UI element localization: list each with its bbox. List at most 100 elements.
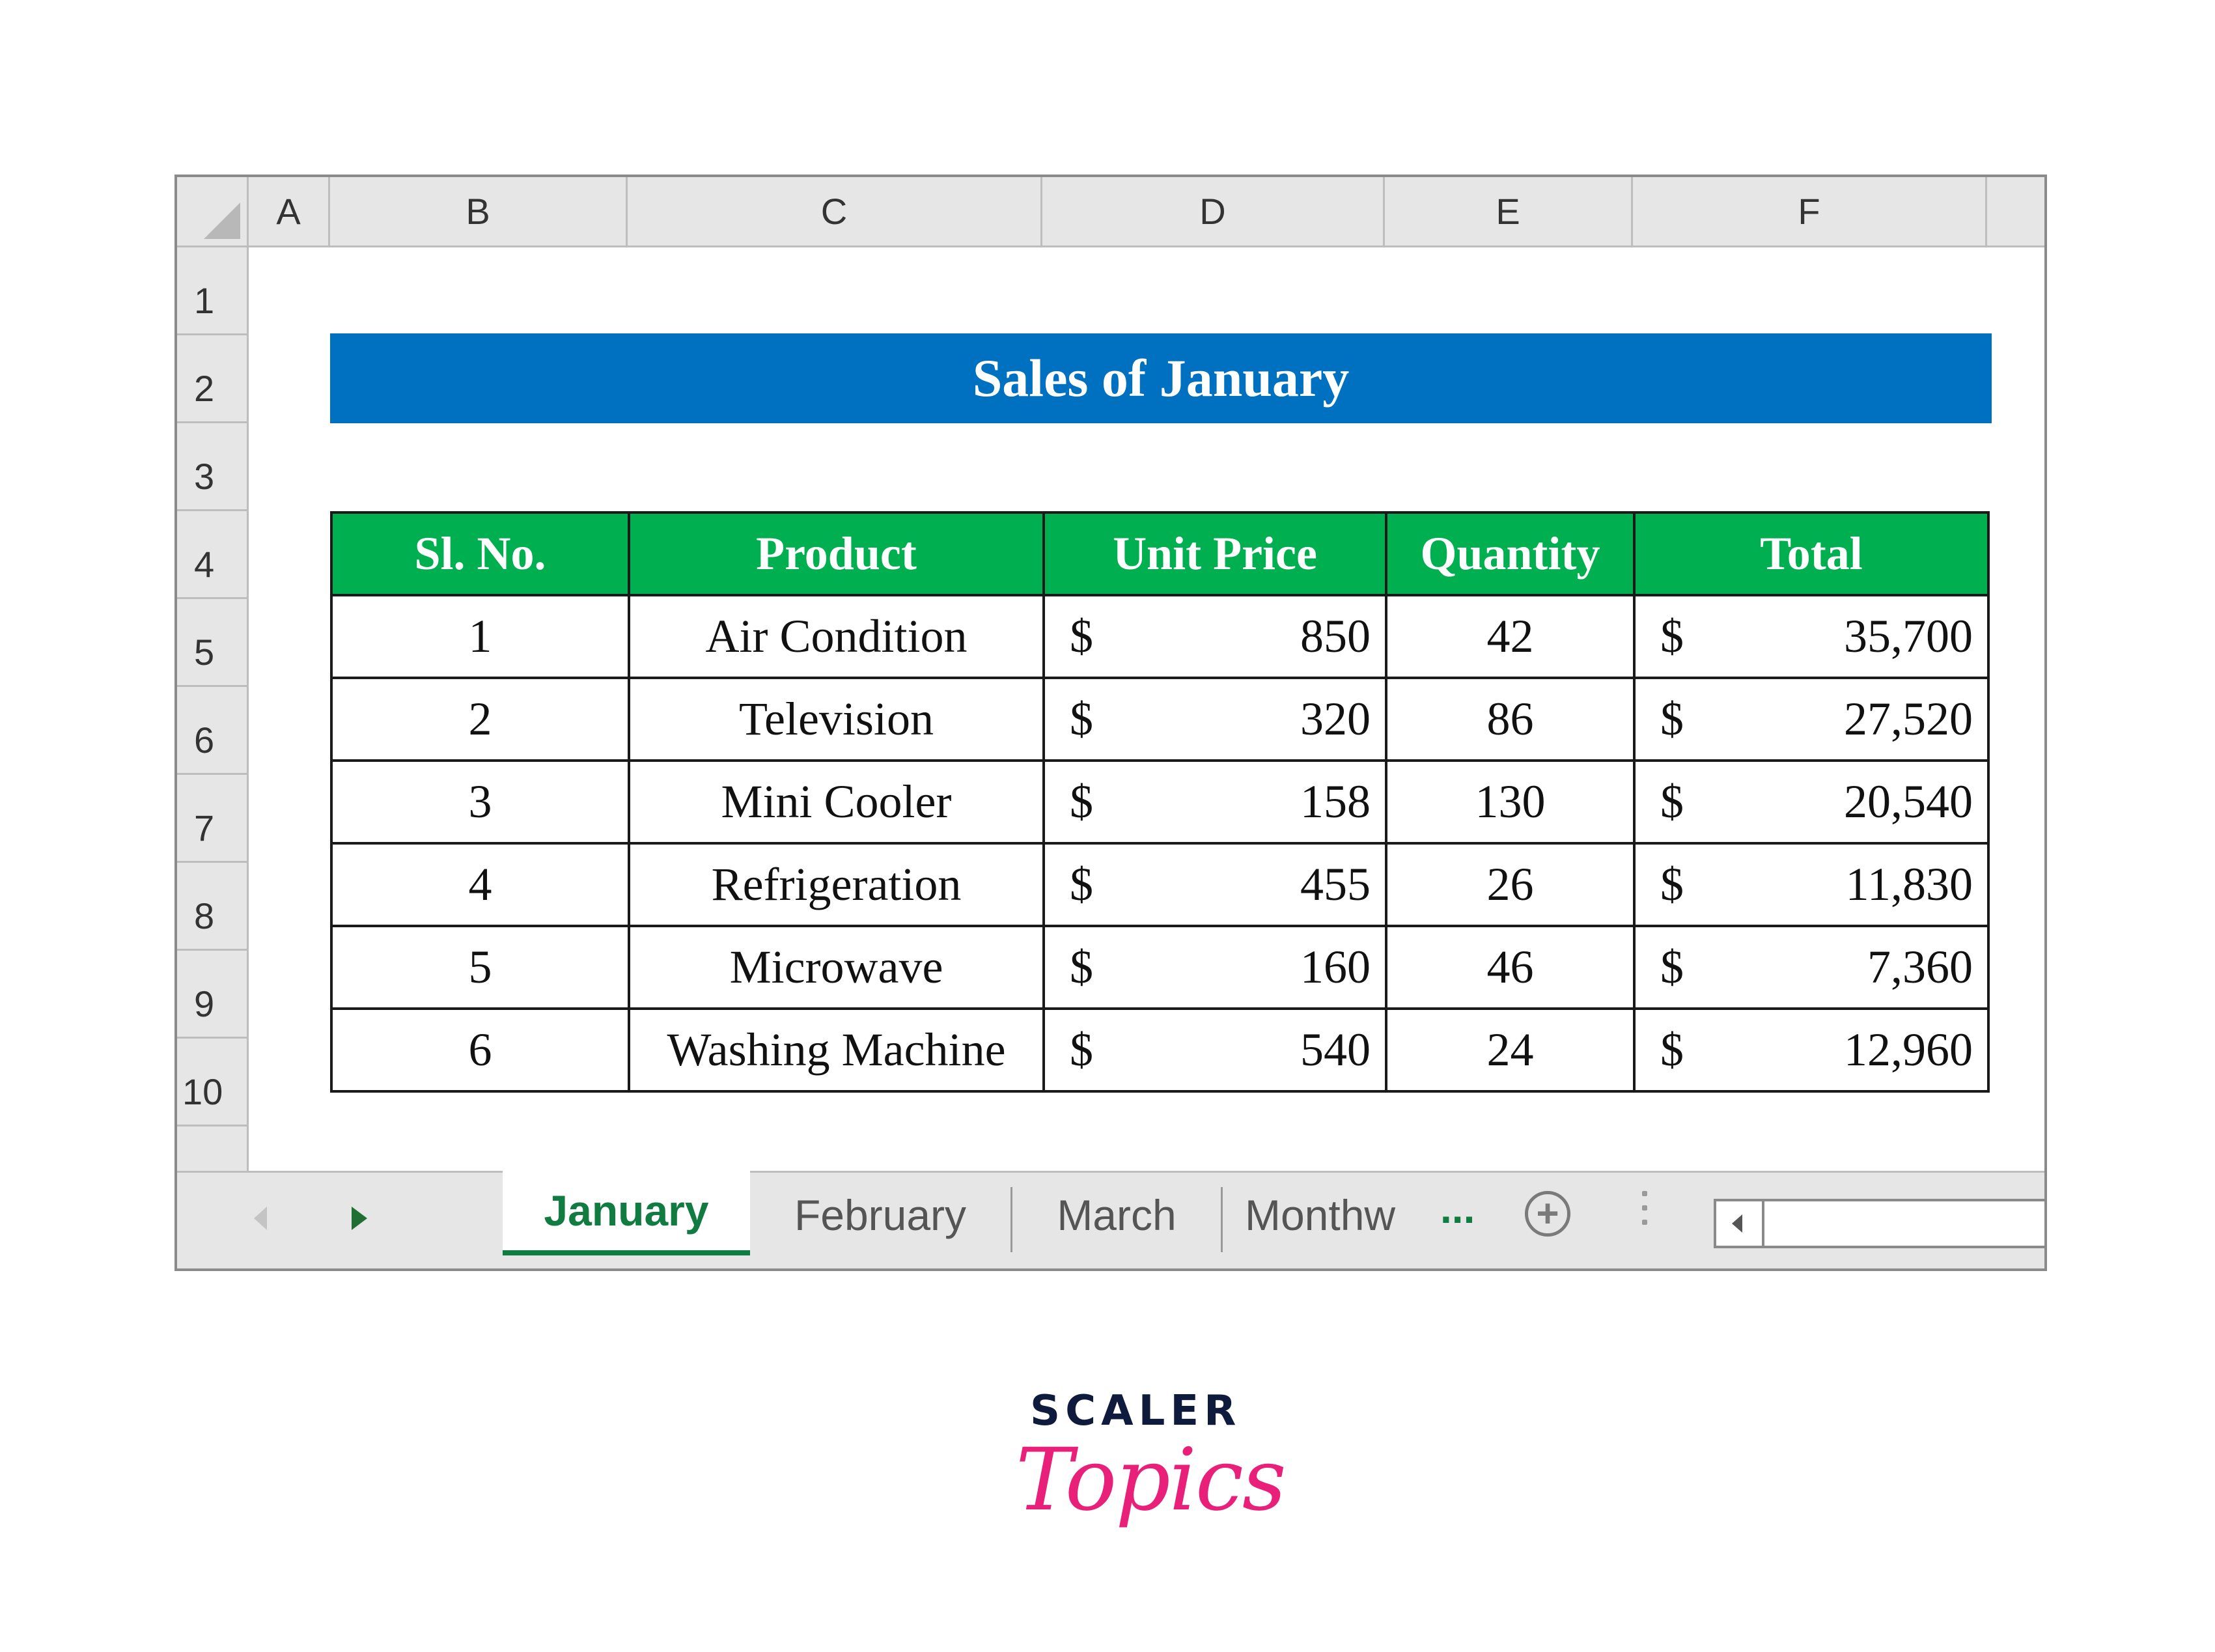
cell-sl-no[interactable]: 4 [330,842,630,927]
cell-total[interactable]: $7,360 [1633,925,1990,1010]
cell-product[interactable]: Mini Cooler [628,759,1045,845]
currency-symbol: $ [1070,610,1093,662]
logo-scaler-text: SCALER [1030,1387,1242,1435]
table-row: 2 Television $320 86 $27,520 [330,677,1990,762]
table-row: 3 Mini Cooler $158 130 $20,540 [330,759,1990,845]
cell-unit-price[interactable]: $850 [1042,594,1387,679]
row-header-5[interactable]: 5 [177,599,247,687]
cell-product[interactable]: Washing Machine [628,1007,1045,1093]
add-sheet-icon[interactable]: + [1525,1191,1570,1237]
currency-symbol: $ [1660,610,1684,662]
cell-product[interactable]: Air Condition [628,594,1045,679]
tab-separator [1221,1187,1223,1252]
currency-symbol: $ [1660,693,1684,745]
row-header-2[interactable]: 2 [177,335,247,423]
cell-product[interactable]: Television [628,677,1045,762]
header-unit-price[interactable]: Unit Price [1042,511,1387,596]
tab-march[interactable]: March [1057,1191,1177,1239]
row-header-1[interactable]: 1 [177,247,247,335]
cell-quantity[interactable]: 46 [1385,925,1636,1010]
amount: 7,360 [1867,941,1973,993]
table-row: 1 Air Condition $850 42 $35,700 [330,594,1990,679]
currency-symbol: $ [1070,693,1093,745]
row-header-4[interactable]: 4 [177,511,247,599]
cell-quantity[interactable]: 42 [1385,594,1636,679]
cell-quantity[interactable]: 24 [1385,1007,1636,1093]
more-tabs-button[interactable]: ... [1440,1185,1475,1232]
horizontal-scrollbar[interactable] [1714,1199,2044,1248]
cell-total[interactable]: $35,700 [1633,594,1990,679]
row-header-6[interactable]: 6 [177,687,247,775]
row-header-10[interactable]: 10 [177,1039,247,1127]
amount: 35,700 [1844,610,1973,662]
amount: 540 [1300,1024,1371,1076]
column-header-row: A B C D E F [177,177,2044,247]
row-header-7[interactable]: 7 [177,775,247,863]
select-all-triangle-icon [204,203,240,239]
table-row: 4 Refrigeration $455 26 $11,830 [330,842,1990,927]
scrollbar-left-arrow-icon[interactable] [1716,1201,1764,1246]
cell-total[interactable]: $11,830 [1633,842,1990,927]
column-header-c[interactable]: C [628,177,1042,245]
cell-sl-no[interactable]: 5 [330,925,630,1010]
cell-unit-price[interactable]: $540 [1042,1007,1387,1093]
cell-total[interactable]: $27,520 [1633,677,1990,762]
amount: 11,830 [1845,858,1973,910]
currency-symbol: $ [1070,941,1093,993]
row-header-8[interactable]: 8 [177,863,247,951]
header-sl-no[interactable]: Sl. No. [330,511,630,596]
scroll-right-arrow-icon[interactable] [352,1207,367,1230]
cell-unit-price[interactable]: $320 [1042,677,1387,762]
cell-sl-no[interactable]: 1 [330,594,630,679]
header-total[interactable]: Total [1633,511,1990,596]
currency-symbol: $ [1070,858,1093,910]
currency-symbol: $ [1660,1024,1684,1076]
cell-sl-no[interactable]: 6 [330,1007,630,1093]
cell-unit-price[interactable]: $158 [1042,759,1387,845]
table-row: 5 Microwave $160 46 $7,360 [330,925,1990,1010]
column-header-e[interactable]: E [1385,177,1633,245]
header-product[interactable]: Product [628,511,1045,596]
column-header-b[interactable]: B [330,177,628,245]
amount: 850 [1300,610,1371,662]
tab-january[interactable]: January [503,1171,750,1255]
more-options-icon[interactable] [1642,1191,1647,1225]
header-quantity[interactable]: Quantity [1385,511,1636,596]
scaler-topics-logo: SCALER Topics [1016,1387,1287,1556]
currency-symbol: $ [1660,941,1684,993]
amount: 27,520 [1844,693,1973,745]
tab-monthwise[interactable]: Monthw [1245,1191,1396,1239]
cell-product[interactable]: Microwave [628,925,1045,1010]
cell-unit-price[interactable]: $160 [1042,925,1387,1010]
column-header-a[interactable]: A [249,177,330,245]
cell-sl-no[interactable]: 2 [330,677,630,762]
select-all-corner[interactable] [177,177,249,245]
amount: 12,960 [1844,1024,1973,1076]
cell-product[interactable]: Refrigeration [628,842,1045,927]
logo-topics-text: Topics [1016,1430,1287,1530]
cell-quantity[interactable]: 86 [1385,677,1636,762]
cell-quantity[interactable]: 130 [1385,759,1636,845]
cell-total[interactable]: $12,960 [1633,1007,1990,1093]
row-header-9[interactable]: 9 [177,951,247,1039]
cell-unit-price[interactable]: $455 [1042,842,1387,927]
row-header-column: 1 2 3 4 5 6 7 8 9 10 [177,247,249,1171]
sales-table: Sl. No. Product Unit Price Quantity Tota… [330,511,1990,1093]
cell-sl-no[interactable]: 3 [330,759,630,845]
spreadsheet-window: A B C D E F 1 2 3 4 5 6 7 8 9 10 Sales o… [174,175,2047,1271]
sheet-title[interactable]: Sales of January [330,333,1992,423]
table-header-row: Sl. No. Product Unit Price Quantity Tota… [330,511,1990,596]
column-header-f[interactable]: F [1633,177,1987,245]
tab-february[interactable]: February [794,1191,967,1239]
tab-separator [1010,1187,1012,1252]
row-header-3[interactable]: 3 [177,423,247,511]
amount: 160 [1300,941,1371,993]
column-header-d[interactable]: D [1042,177,1385,245]
amount: 320 [1300,693,1371,745]
cell-quantity[interactable]: 26 [1385,842,1636,927]
cell-total[interactable]: $20,540 [1633,759,1990,845]
amount: 20,540 [1844,776,1973,828]
scroll-left-arrow-icon[interactable] [254,1207,267,1230]
currency-symbol: $ [1660,858,1684,910]
sheet-tab-bar: January February March Monthw ... + [177,1171,2044,1268]
